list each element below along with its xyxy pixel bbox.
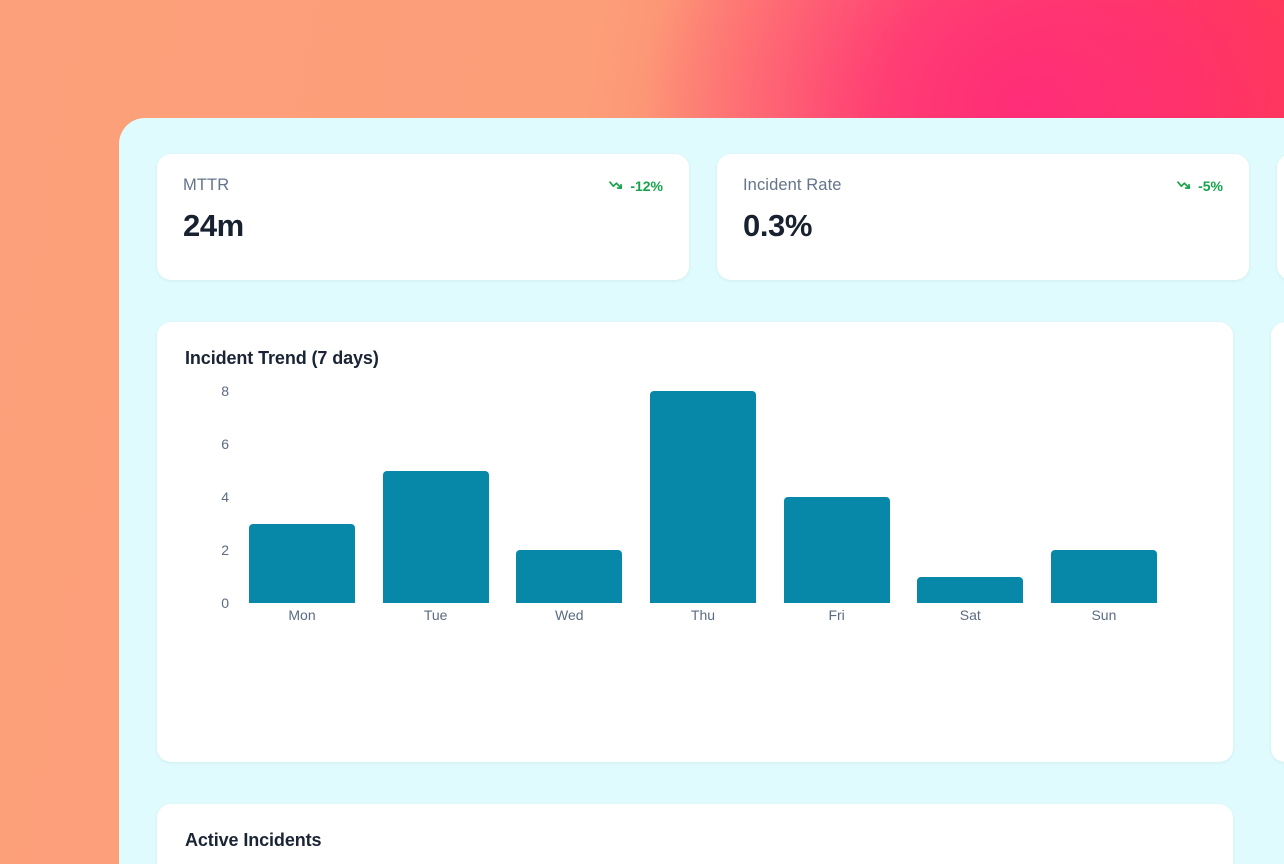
bar-column[interactable] [783, 391, 890, 603]
bar-column[interactable] [249, 391, 355, 603]
bar[interactable] [516, 550, 623, 603]
incident-trend-card: Incident Trend (7 days) 0 2 4 6 8 Mon Tue Wed T… [157, 322, 1233, 762]
bar[interactable] [382, 470, 489, 603]
bars-area [249, 391, 1157, 603]
bar[interactable] [649, 391, 756, 603]
kpi-value: 24m [183, 208, 244, 243]
kpi-card-mttr[interactable]: MTTR -12% 24m [157, 154, 689, 280]
kpi-card-incident-rate[interactable]: Incident Rate -5% 0.3% [717, 154, 1249, 280]
kpi-value: 0.3% [743, 208, 813, 243]
bar-column[interactable] [1050, 391, 1157, 603]
bar[interactable] [917, 576, 1024, 603]
x-axis-tick: Thu [690, 607, 716, 623]
x-axis-tick: Fri [828, 607, 845, 623]
kpi-row: MTTR -12% 24m Incident Rate [157, 154, 1284, 280]
kpi-label: Incident Rate [743, 176, 842, 194]
kpi-delta: -5% [1177, 178, 1223, 194]
bar[interactable] [249, 523, 355, 603]
bar-chart: 0 2 4 6 8 Mon Tue Wed Thu Fri Sat Sun [185, 383, 1205, 653]
trending-down-icon [1177, 181, 1191, 190]
bar-column[interactable] [917, 391, 1024, 603]
bar-column[interactable] [649, 391, 756, 603]
y-axis: 0 2 4 6 8 [185, 383, 229, 611]
kpi-delta-text: -5% [1198, 177, 1223, 194]
bar[interactable] [783, 497, 890, 603]
bar-column[interactable] [382, 391, 489, 603]
kpi-card-overflow[interactable] [1277, 154, 1284, 280]
x-axis-tick: Sat [959, 607, 981, 623]
x-axis: Mon Tue Wed Thu Fri Sat Sun [249, 607, 1157, 623]
bar-column[interactable] [516, 391, 623, 603]
y-axis-tick: 0 [221, 595, 229, 611]
y-axis-tick: 4 [221, 489, 229, 505]
side-card-overflow [1271, 322, 1284, 762]
active-incidents-title: Active Incidents [185, 830, 322, 850]
x-axis-tick: Mon [288, 607, 316, 623]
trending-down-icon [609, 181, 623, 190]
x-axis-tick: Wed [555, 607, 584, 623]
dashboard-panel: MTTR -12% 24m Incident Rate [119, 118, 1284, 864]
kpi-delta: -12% [609, 178, 663, 194]
chart-title: Incident Trend (7 days) [185, 348, 379, 368]
x-axis-tick: Tue [423, 607, 448, 623]
kpi-card-header: MTTR -12% [183, 176, 663, 195]
y-axis-tick: 8 [221, 383, 229, 399]
chart-row: Incident Trend (7 days) 0 2 4 6 8 Mon Tue Wed T… [157, 322, 1284, 762]
y-axis-tick: 2 [221, 542, 229, 558]
bar[interactable] [1050, 550, 1157, 603]
kpi-label: MTTR [183, 176, 230, 194]
x-axis-tick: Sun [1091, 607, 1117, 623]
kpi-delta-text: -12% [630, 177, 663, 194]
active-incidents-card: Active Incidents [157, 804, 1233, 864]
y-axis-tick: 6 [221, 436, 229, 452]
kpi-card-header: Incident Rate -5% [743, 176, 1223, 195]
